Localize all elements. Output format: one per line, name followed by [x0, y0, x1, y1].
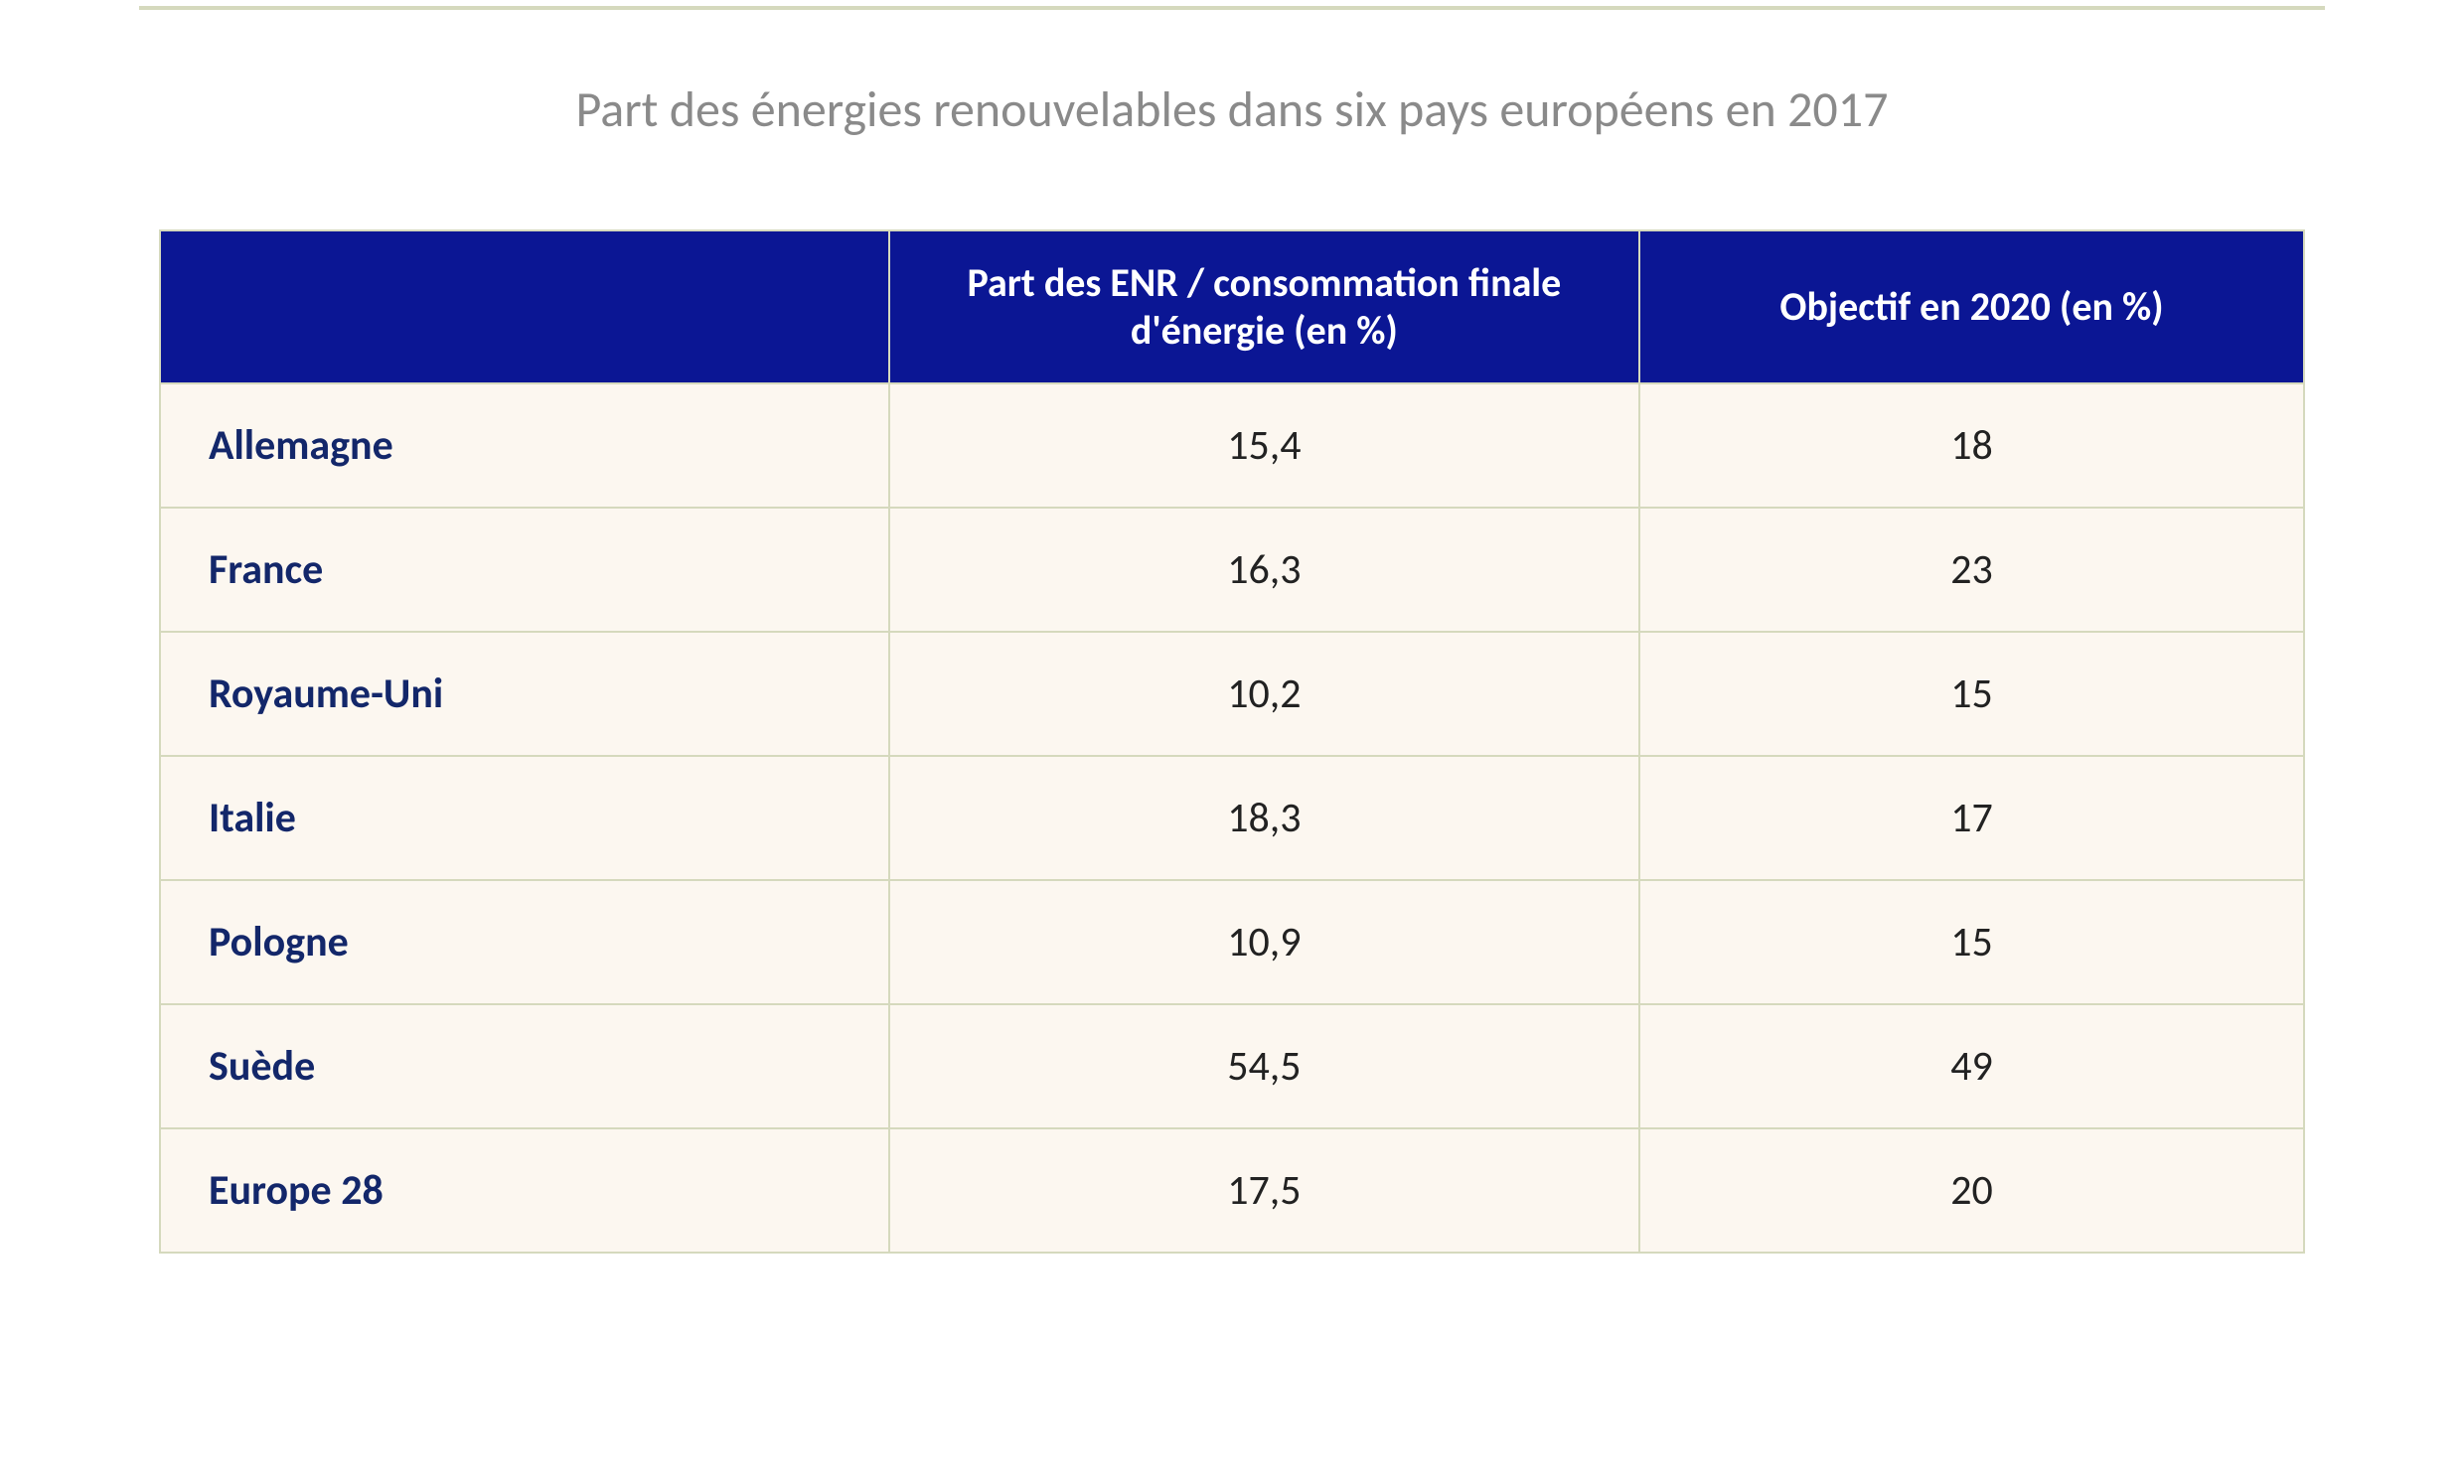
table-row: Europe 28 17,5 20 [160, 1128, 2304, 1253]
table-header-empty [160, 230, 889, 383]
value-cell: 10,2 [889, 632, 1639, 756]
value-cell: 10,9 [889, 880, 1639, 1004]
table-container: Part des ENR / consommation finale d'éne… [159, 229, 2305, 1254]
table-row: France 16,3 23 [160, 508, 2304, 632]
target-cell: 15 [1639, 880, 2304, 1004]
country-cell: Pologne [160, 880, 889, 1004]
value-cell: 17,5 [889, 1128, 1639, 1253]
table-row: Suède 54,5 49 [160, 1004, 2304, 1128]
value-cell: 54,5 [889, 1004, 1639, 1128]
value-cell: 18,3 [889, 756, 1639, 880]
page-title: Part des énergies renouvelables dans six… [0, 79, 2464, 140]
target-cell: 20 [1639, 1128, 2304, 1253]
target-cell: 15 [1639, 632, 2304, 756]
table-row: Royaume-Uni 10,2 15 [160, 632, 2304, 756]
country-cell: Europe 28 [160, 1128, 889, 1253]
country-cell: Royaume-Uni [160, 632, 889, 756]
country-cell: France [160, 508, 889, 632]
country-cell: Allemagne [160, 383, 889, 508]
country-cell: Suède [160, 1004, 889, 1128]
table-row: Italie 18,3 17 [160, 756, 2304, 880]
table-row: Allemagne 15,4 18 [160, 383, 2304, 508]
top-divider [139, 6, 2325, 10]
country-cell: Italie [160, 756, 889, 880]
target-cell: 23 [1639, 508, 2304, 632]
table-header-target: Objectif en 2020 (en %) [1639, 230, 2304, 383]
renewables-table: Part des ENR / consommation finale d'éne… [159, 229, 2305, 1254]
table-row: Pologne 10,9 15 [160, 880, 2304, 1004]
target-cell: 18 [1639, 383, 2304, 508]
table-header-share: Part des ENR / consommation finale d'éne… [889, 230, 1639, 383]
value-cell: 16,3 [889, 508, 1639, 632]
target-cell: 17 [1639, 756, 2304, 880]
target-cell: 49 [1639, 1004, 2304, 1128]
table-header-row: Part des ENR / consommation finale d'éne… [160, 230, 2304, 383]
value-cell: 15,4 [889, 383, 1639, 508]
